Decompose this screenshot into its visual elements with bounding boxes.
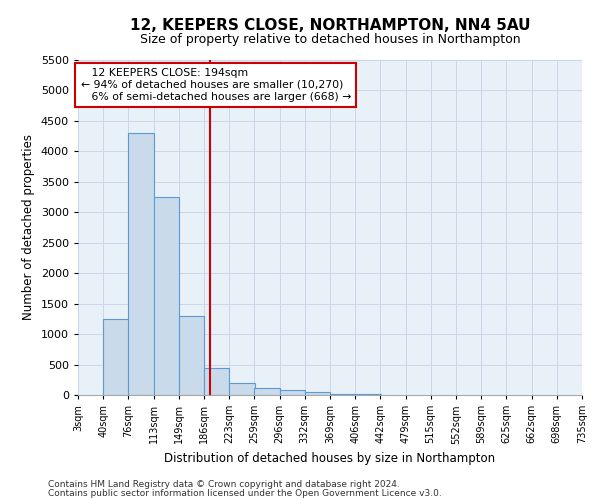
Bar [103,319,129,395]
Bar [229,383,255,395]
Bar [305,392,330,395]
Bar [330,394,355,395]
X-axis label: Distribution of detached houses by size in Northampton: Distribution of detached houses by size … [164,452,496,465]
Y-axis label: Number of detached properties: Number of detached properties [22,134,35,320]
Bar [254,388,280,395]
Bar [128,133,154,395]
Bar [355,394,381,395]
Text: Contains HM Land Registry data © Crown copyright and database right 2024.: Contains HM Land Registry data © Crown c… [48,480,400,489]
Bar [154,197,179,395]
Text: 12 KEEPERS CLOSE: 194sqm
← 94% of detached houses are smaller (10,270)
   6% of : 12 KEEPERS CLOSE: 194sqm ← 94% of detach… [80,68,351,102]
Text: Size of property relative to detached houses in Northampton: Size of property relative to detached ho… [140,32,520,46]
Bar [204,368,229,395]
Bar [179,316,204,395]
Text: Contains public sector information licensed under the Open Government Licence v3: Contains public sector information licen… [48,488,442,498]
Bar [280,390,305,395]
Text: 12, KEEPERS CLOSE, NORTHAMPTON, NN4 5AU: 12, KEEPERS CLOSE, NORTHAMPTON, NN4 5AU [130,18,530,32]
